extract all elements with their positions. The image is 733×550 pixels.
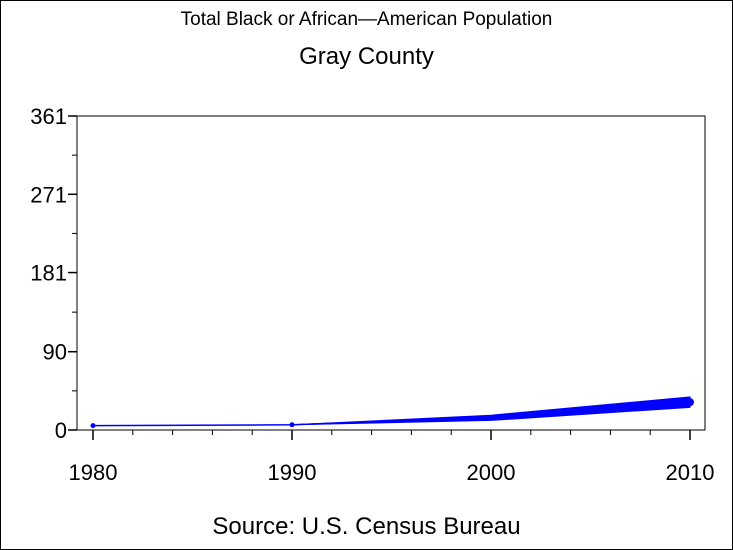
y-tick-label: 0	[55, 418, 67, 443]
x-tick-label: 1980	[69, 460, 118, 485]
series-layer	[90, 396, 694, 429]
data-point	[686, 398, 694, 407]
plot-area	[76, 115, 706, 431]
x-axis: 1980 1990 2000 2010	[69, 430, 715, 485]
x-tick-label: 2000	[467, 460, 516, 485]
data-point	[90, 423, 96, 429]
y-tick-label: 361	[30, 104, 67, 129]
y-tick-label: 90	[43, 340, 67, 365]
series-line	[92, 401, 691, 427]
source-footnote: Source: U.S. Census Bureau	[212, 513, 521, 540]
y-tick-label: 271	[30, 182, 67, 207]
y-tick-label: 181	[30, 261, 67, 286]
series-band	[291, 396, 691, 426]
data-point	[289, 422, 295, 428]
chart-subtitle: Gray County	[299, 43, 434, 70]
x-tick-label: 2010	[666, 460, 715, 485]
y-axis: 0 90 181 271 361	[30, 104, 77, 443]
data-point	[488, 415, 494, 421]
chart-title: Total Black or African—American Populati…	[180, 9, 553, 30]
x-tick-label: 1990	[268, 460, 317, 485]
